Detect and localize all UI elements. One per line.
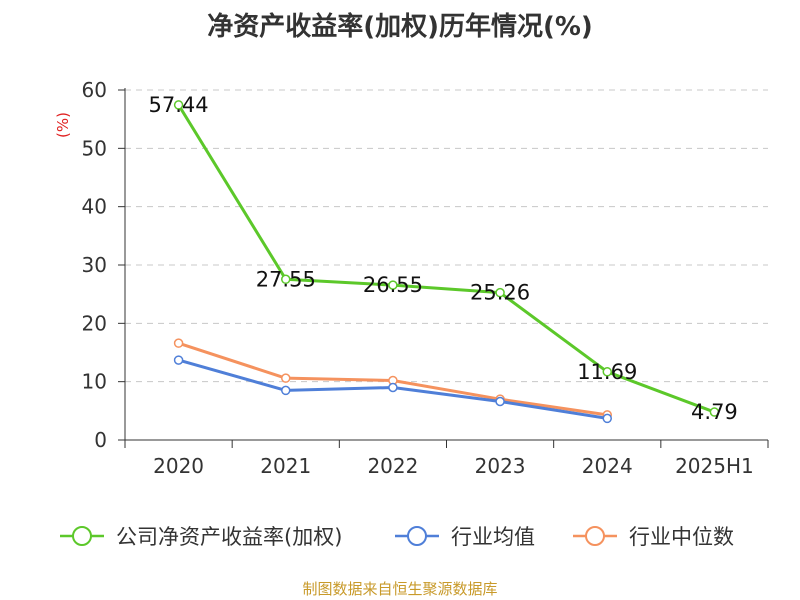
data-point	[388, 280, 398, 290]
legend-label: 公司净资产收益率(加权)	[116, 525, 342, 549]
data-point	[495, 287, 505, 298]
data-point	[602, 413, 612, 424]
series-line	[177, 104, 715, 414]
legend-label: 行业中位数	[629, 525, 734, 549]
y-tick-label: 60	[82, 78, 107, 102]
legend-swatch-marker	[72, 526, 92, 546]
data-label: 4.79	[691, 400, 738, 424]
legend: 公司净资产收益率(加权) 行业均值 行业中位数	[60, 525, 734, 549]
y-tick-label: 0	[94, 428, 107, 452]
x-tick-label: 2023	[475, 454, 526, 478]
y-tick-label: 30	[82, 253, 107, 277]
y-axis-label: (%)	[54, 112, 72, 138]
data-point	[281, 373, 291, 383]
legend-swatch-marker	[585, 526, 605, 546]
data-labels: 57.44 27.55 26.55 25.26 11.69 4.79	[149, 93, 738, 424]
data-label: 25.26	[470, 281, 530, 305]
y-tick-label: 20	[82, 311, 107, 335]
data-label: 11.69	[577, 360, 637, 384]
chart-title: 净资产收益率(加权)历年情况(%)	[207, 11, 593, 42]
data-point	[495, 396, 505, 407]
data-label: 27.55	[256, 267, 316, 291]
data-point	[709, 407, 720, 417]
gridlines	[125, 89, 768, 383]
data-label: 57.44	[149, 93, 209, 117]
data-label: 26.55	[363, 273, 423, 297]
data-point	[602, 367, 612, 377]
y-tick-label: 10	[82, 370, 107, 394]
y-tick-label: 40	[82, 195, 107, 219]
legend-swatch-marker	[407, 526, 427, 546]
legend-label: 行业均值	[451, 525, 535, 549]
data-point	[173, 100, 184, 110]
source-note: 制图数据来自恒生聚源数据库	[302, 580, 497, 598]
x-tick-label: 2021	[260, 454, 311, 478]
series-lines	[173, 100, 720, 424]
y-tick-label: 50	[82, 136, 107, 160]
data-point	[173, 338, 184, 348]
data-point	[388, 382, 398, 393]
x-tick-label: 2022	[367, 454, 418, 478]
x-tick-label: 2024	[582, 454, 633, 478]
data-point	[281, 274, 291, 285]
data-point	[281, 385, 291, 396]
x-tick-label: 2025H1	[675, 454, 754, 478]
x-tick-label: 2020	[153, 454, 204, 478]
axes: 0 10 20 30 40 50 60 2020 2021 2022 2023 2024 2025H1	[82, 78, 769, 478]
data-point	[173, 355, 184, 365]
